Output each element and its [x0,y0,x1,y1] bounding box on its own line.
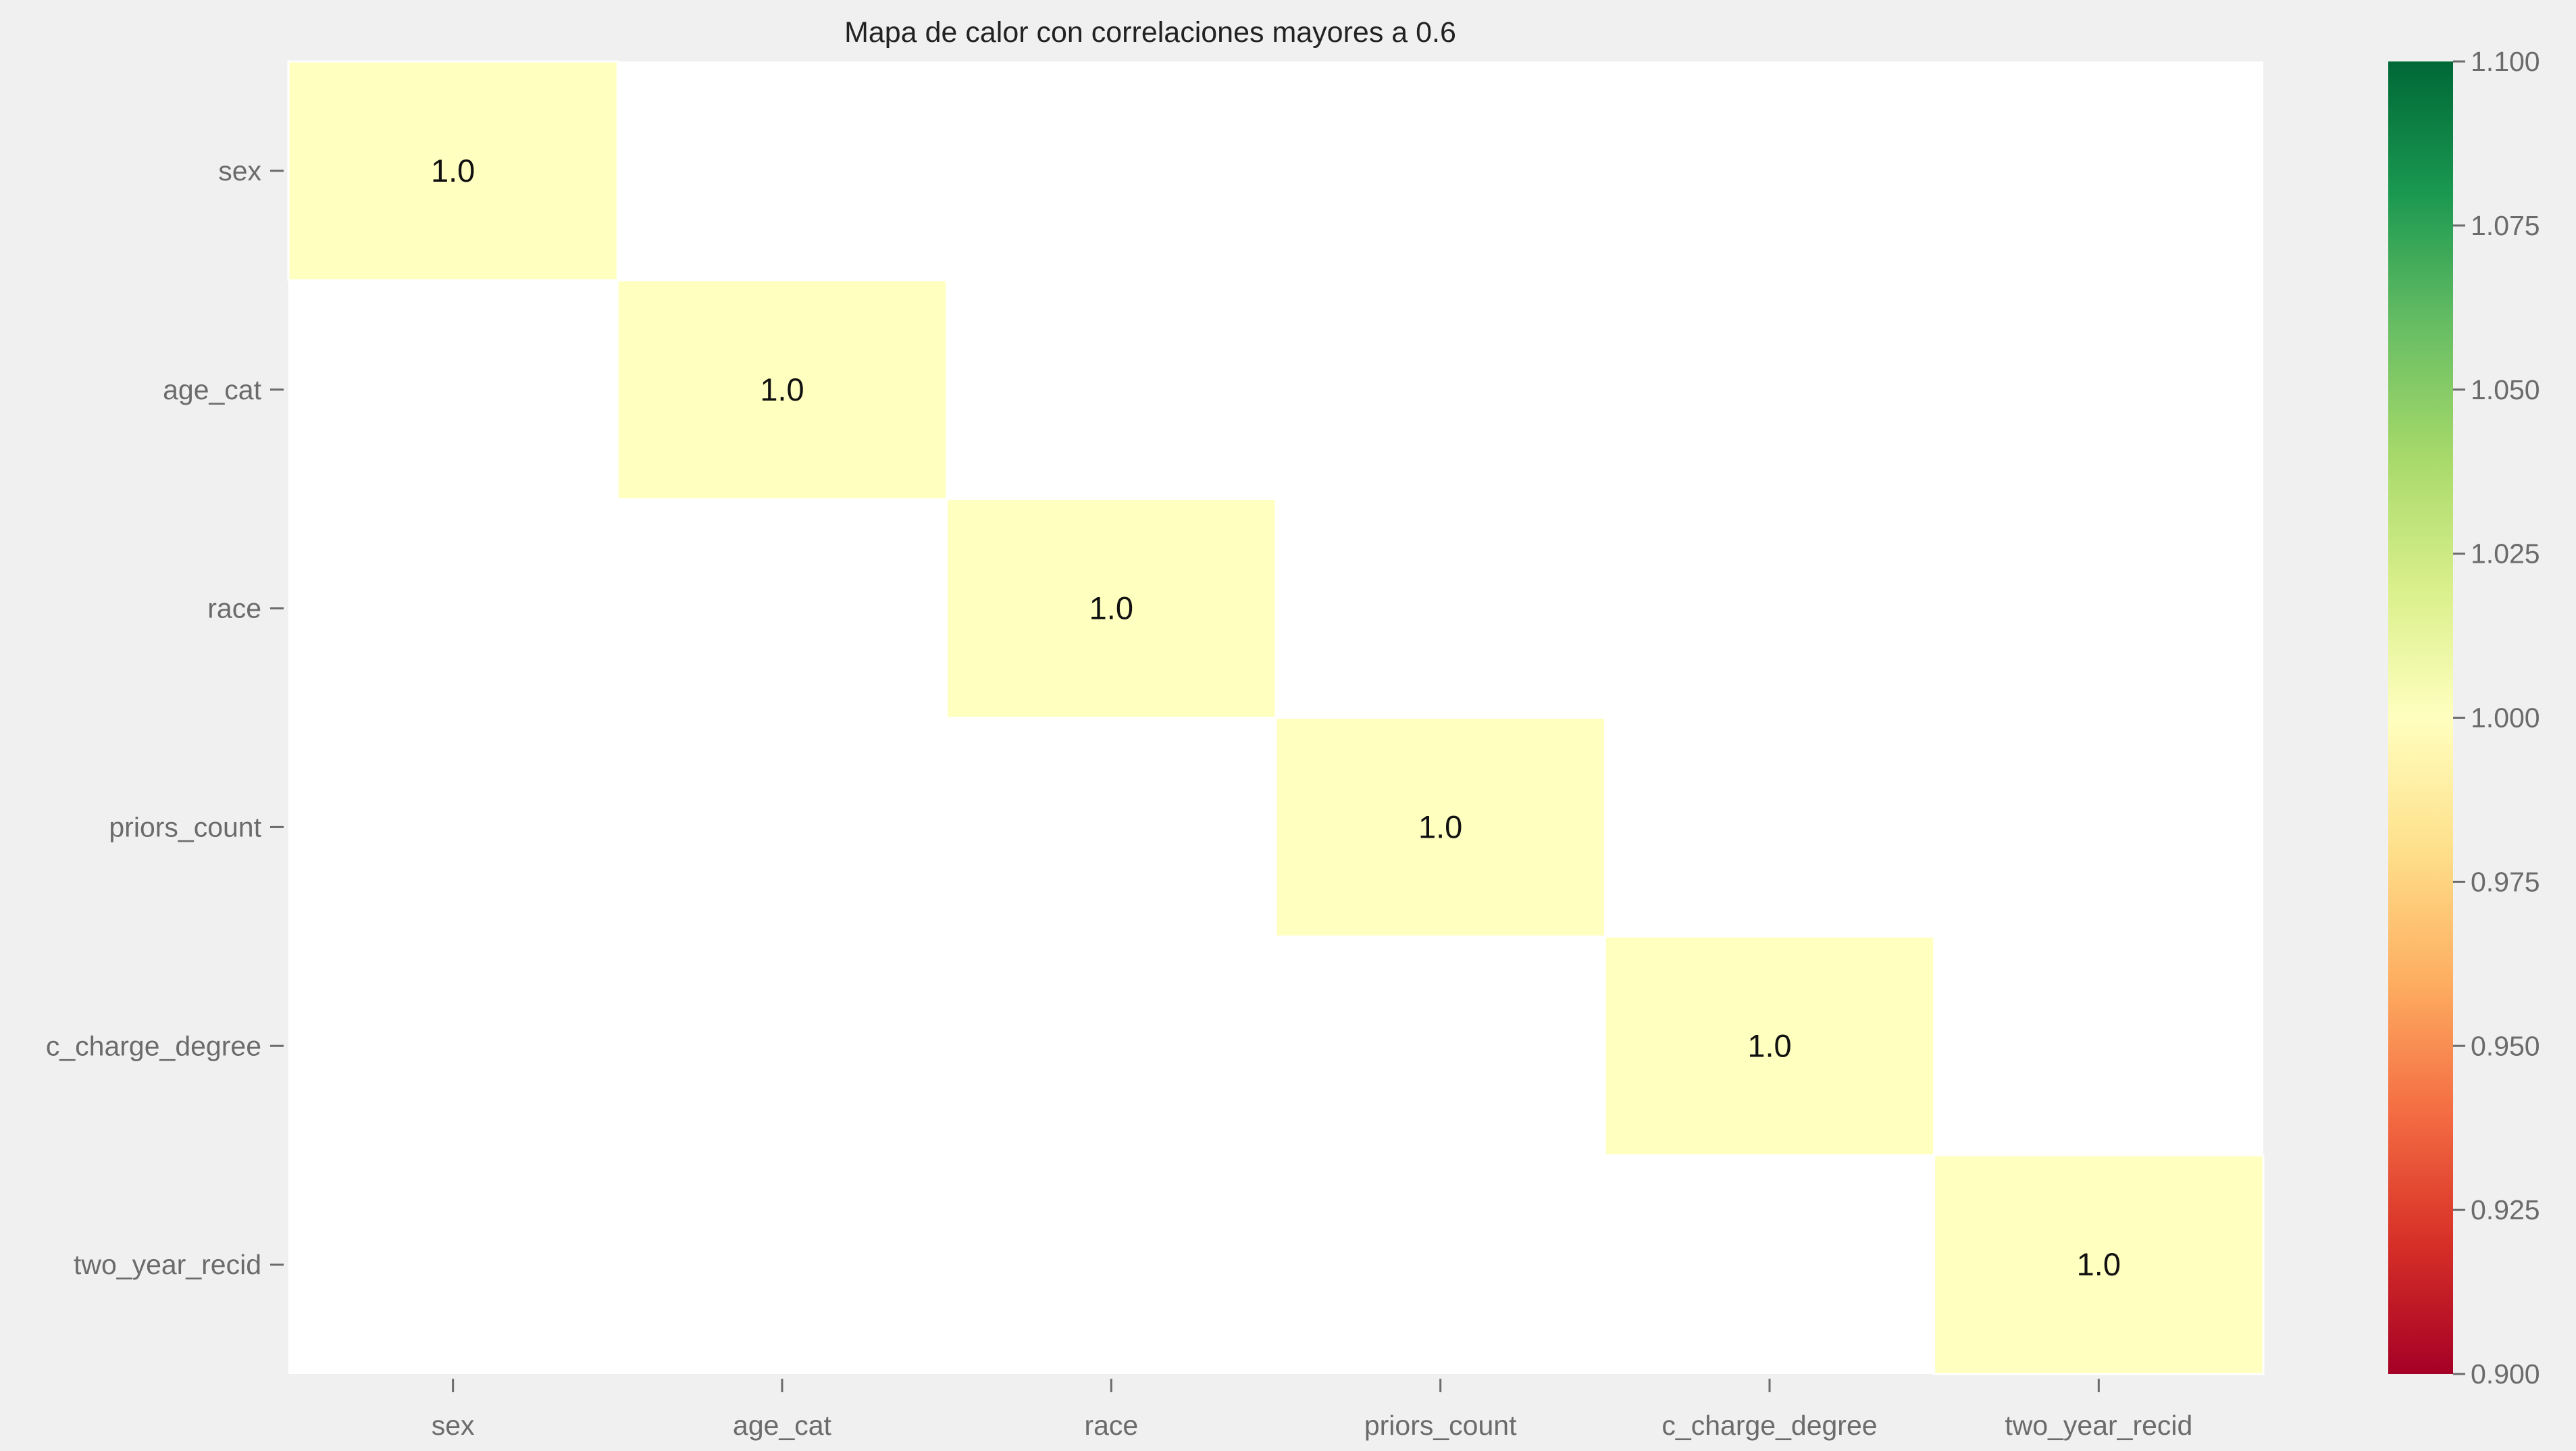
colorbar-tick-label: 0.975 [2471,866,2540,897]
y-tick-label: priors_count [109,811,261,842]
y-tick-label: c_charge_degree [46,1030,261,1061]
cell-value-label: 1.0 [760,372,804,407]
heatmap-plot-area: 1.0 1.0 1.0 1.0 1.0 1.0 [287,60,2265,1375]
chart-title: Mapa de calor con correlaciones mayores … [844,16,1456,49]
x-axis: sex age_cat race priors_count c_charge_degre… [432,1379,2192,1441]
x-tick-label: race [1084,1410,1138,1441]
colorbar-tick-label: 0.900 [2471,1358,2540,1390]
heatmap-cell [616,279,948,501]
colorbar-tick-label: 1.075 [2471,210,2540,241]
x-tick-label: c_charge_degree [1661,1410,1877,1441]
y-tick-label: two_year_recid [74,1249,261,1280]
x-tick-label: age_cat [733,1410,832,1441]
colorbar-tick-label: 0.925 [2471,1194,2540,1225]
cell-value-label: 1.0 [1418,809,1462,844]
colorbar-tick-label: 1.050 [2471,374,2540,405]
x-tick-label: two_year_recid [2005,1410,2192,1441]
cell-value-label: 1.0 [2077,1246,2121,1282]
cell-value-label: 1.0 [1089,590,1133,626]
y-tick-label: age_cat [163,374,262,405]
colorbar: 0.900 0.925 0.950 0.975 1.000 1.025 1.050 1.075… [2388,46,2540,1390]
heatmap-cell [1933,1154,2265,1375]
cell-value-label: 1.0 [1747,1027,1791,1063]
colorbar-gradient [2388,61,2453,1374]
heatmap-cell [946,498,1277,719]
cell-value-label: 1.0 [431,153,475,188]
y-tick-label: sex [218,155,261,186]
heatmap-cell [1603,935,1936,1156]
x-tick-label: priors_count [1364,1410,1517,1441]
colorbar-tick-label: 1.100 [2471,46,2540,77]
heatmap-cell [1274,717,1606,938]
colorbar-tick-label: 0.950 [2471,1030,2540,1061]
x-tick-label: sex [432,1410,475,1441]
colorbar-tick-label: 1.000 [2471,703,2540,734]
heatmap-cell [287,60,619,282]
y-tick-label: race [207,593,261,624]
colorbar-tick-label: 1.025 [2471,538,2540,569]
